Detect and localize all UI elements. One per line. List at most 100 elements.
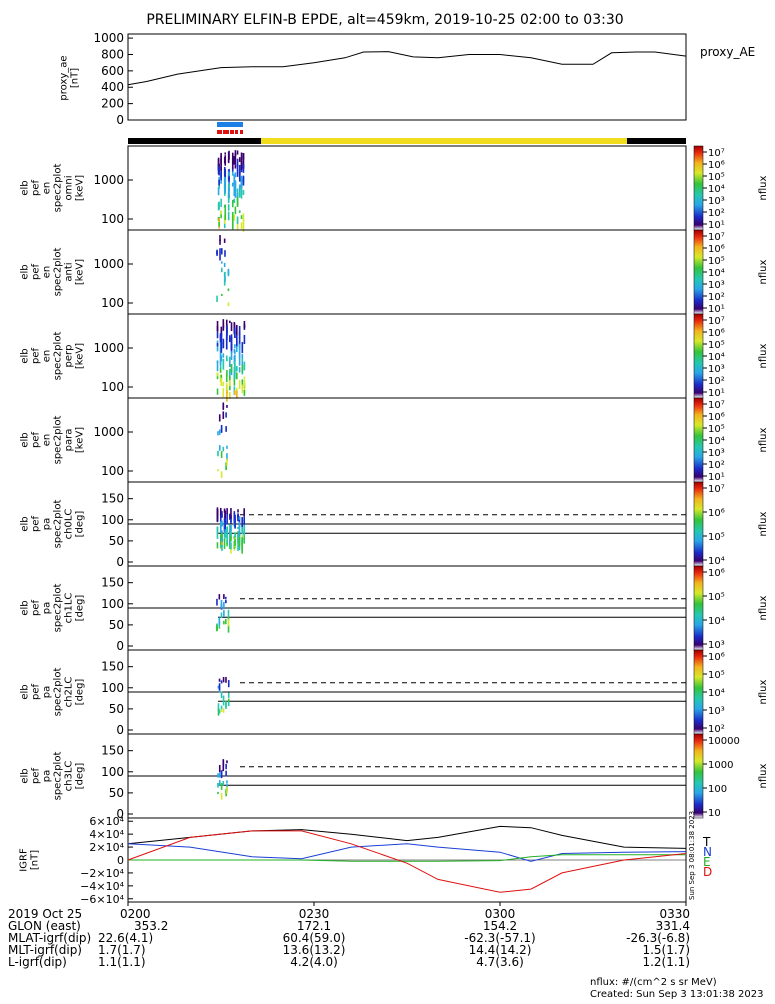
spectrogram-cell bbox=[226, 358, 228, 362]
spectrogram-cell bbox=[231, 166, 234, 172]
spectrogram-cell bbox=[237, 526, 239, 529]
spectrogram-cell bbox=[238, 191, 241, 198]
energy-ylabel: elbpefenspec2plotperp[keV] bbox=[20, 332, 86, 381]
spectrogram-cell bbox=[217, 187, 220, 196]
energy-spectrogram-panels: 1000100elbpefenspec2plotomni[keV]10⁷10⁶1… bbox=[20, 145, 769, 483]
colorbar bbox=[693, 649, 704, 735]
spectrogram-cell bbox=[242, 175, 245, 186]
spectrogram-cell bbox=[243, 334, 246, 344]
spectrogram-cell bbox=[219, 534, 222, 545]
spectrogram-cell bbox=[216, 331, 219, 339]
colorbar-tick-label: 10⁴ bbox=[708, 268, 725, 279]
spectrogram-cell bbox=[225, 676, 227, 683]
colorbar bbox=[693, 565, 704, 651]
spectrogram-cell bbox=[227, 624, 230, 633]
colorbar-label: nflux bbox=[758, 511, 769, 536]
colorbar-tick-label: 10⁶ bbox=[708, 328, 725, 339]
colorbar-label: nflux bbox=[758, 175, 769, 200]
ylabel-line: elb bbox=[20, 684, 31, 699]
ylabel-line: elb bbox=[20, 180, 31, 195]
spectrogram-cell bbox=[234, 518, 236, 529]
spectrogram-cell bbox=[229, 391, 231, 400]
spectrogram-cell bbox=[226, 526, 228, 533]
spectrogram-cell bbox=[243, 379, 246, 388]
spectrogram-cell bbox=[238, 325, 241, 336]
ephem-value: 4.7(3.6) bbox=[476, 955, 524, 969]
spectrogram-cell bbox=[218, 617, 221, 625]
plot-title: PRELIMINARY ELFIN-B EPDE, alt=459km, 201… bbox=[146, 12, 623, 28]
ylabel-line: spec2plot bbox=[53, 752, 64, 801]
spectrogram-cell bbox=[229, 320, 231, 323]
spectrogram-cell bbox=[229, 368, 231, 379]
colorbar-tick-label: 10² bbox=[708, 376, 725, 387]
spectrogram-cell bbox=[229, 386, 231, 391]
spectrogram-cell bbox=[240, 186, 243, 199]
spectrogram-cell bbox=[220, 612, 223, 618]
ephem-row-label: 2019 Oct 25 bbox=[8, 907, 82, 921]
spectrogram-cell bbox=[241, 517, 243, 527]
spectrogram-cell bbox=[224, 250, 226, 257]
colorbar-tick-label: 10⁶ bbox=[708, 568, 725, 579]
ylabel-line: [keV] bbox=[75, 259, 86, 285]
pa-panel-3: 150 100 50 0 elbpefpaspec2plotch3LC[deg] 1000… bbox=[20, 733, 769, 821]
spectrogram-cell bbox=[222, 359, 225, 369]
spectrogram-cell bbox=[216, 325, 219, 332]
spectrogram-cell bbox=[240, 152, 243, 164]
spectrogram-cell bbox=[222, 446, 225, 452]
colorbar-tick-label: 10³ bbox=[708, 448, 725, 459]
spectrogram-cell bbox=[218, 429, 221, 433]
ylabel-line: ch3LC bbox=[64, 761, 75, 792]
ytick-label: 50 bbox=[109, 786, 124, 800]
spectrogram-cell bbox=[222, 325, 225, 331]
spectrogram-cell bbox=[224, 177, 227, 184]
spectrogram-cell bbox=[224, 277, 226, 281]
ylabel-line: en bbox=[42, 182, 53, 195]
ytick-label: 150 bbox=[101, 492, 124, 506]
spectrogram-cell bbox=[218, 780, 221, 786]
spectrogram-cell bbox=[220, 680, 223, 684]
ytick-label: 0 bbox=[117, 854, 124, 867]
spectrogram-cell bbox=[230, 525, 232, 531]
colorbar-label: nflux bbox=[758, 259, 769, 284]
spectrogram-cell bbox=[217, 686, 220, 689]
created-note: Created: Sun Sep 3 13:01:38 2023 bbox=[590, 989, 763, 1000]
spectrogram-cell bbox=[216, 510, 219, 522]
spectrogram-cell bbox=[220, 599, 223, 604]
spectrogram-cell bbox=[240, 215, 243, 219]
spectrogram-cell bbox=[238, 521, 241, 529]
ylabel-line: [deg] bbox=[75, 763, 86, 790]
colorbar-tick-label: 100 bbox=[708, 784, 727, 795]
spectrogram-cell bbox=[233, 198, 236, 203]
ylabel-line: en bbox=[42, 350, 53, 363]
spectrogram-cell bbox=[238, 356, 241, 366]
spectrogram-cell bbox=[236, 390, 238, 398]
colorbar-tick-label: 10⁵ bbox=[708, 256, 725, 267]
spectrogram-cell bbox=[222, 340, 225, 349]
ylabel-line: pa bbox=[42, 518, 53, 530]
spectrogram-cell bbox=[218, 709, 221, 714]
spectrogram-cell bbox=[226, 542, 228, 545]
colorbar-tick-label: 10⁵ bbox=[708, 670, 725, 681]
ephem-value: 14.4(14.2) bbox=[469, 943, 532, 957]
spectrogram-cell bbox=[230, 344, 233, 350]
pitch-angle-panels: 150100500elbpefpaspec2plotch0LC[deg]10⁷1… bbox=[20, 481, 769, 821]
ytick-label: 100 bbox=[101, 513, 124, 527]
pa-panel-1: 150 100 50 0 elbpefpaspec2plotch1LC[deg] 10⁶ 1… bbox=[20, 565, 769, 653]
igrf-N-line bbox=[127, 843, 687, 862]
spectrogram-cell bbox=[224, 204, 227, 216]
colorbar-tick-label: 10² bbox=[708, 724, 725, 735]
colorbar-tick-label: 10 bbox=[708, 808, 721, 819]
spectrogram-cell bbox=[236, 150, 239, 155]
spectrogram-cell bbox=[231, 216, 234, 226]
spectrogram-cell bbox=[237, 539, 239, 551]
spectrogram-cell bbox=[220, 165, 222, 178]
spectrogram-cell bbox=[228, 171, 230, 178]
igrf-ylabel: IGRF[nT] bbox=[19, 848, 41, 872]
spectrogram-cell bbox=[217, 469, 219, 472]
ytick-label: 600 bbox=[101, 64, 124, 78]
spectrogram-cell bbox=[243, 519, 246, 524]
spectrogram-cell bbox=[227, 618, 230, 627]
shadow-bar bbox=[128, 138, 261, 144]
spectrogram-cell bbox=[230, 351, 233, 360]
